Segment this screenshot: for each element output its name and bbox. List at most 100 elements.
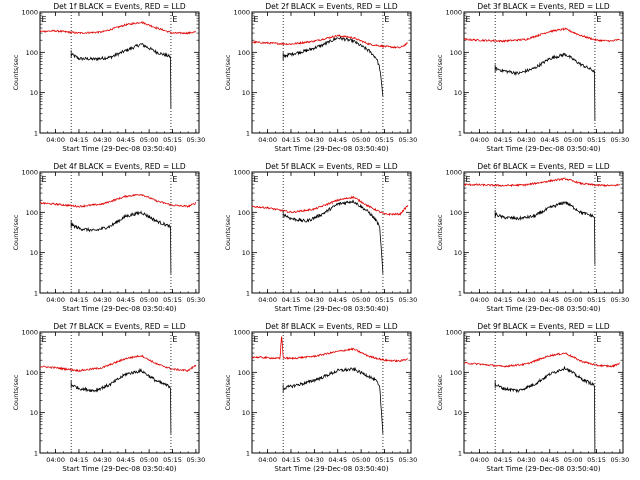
x-tick-label: 04:30	[93, 136, 112, 144]
panel-title: Det 6f BLACK = Events, RED = LLD	[477, 162, 610, 171]
y-tick-label: 10	[454, 249, 462, 257]
events-series-line	[283, 199, 384, 274]
boundary-marker-label: E	[253, 335, 258, 344]
x-tick-label: 04:45	[328, 456, 347, 464]
events-series-line	[494, 201, 596, 265]
y-tick-label: 1000	[233, 329, 250, 337]
x-tick-label: 04:45	[540, 456, 559, 464]
x-tick-label: 05:00	[140, 296, 159, 304]
y-tick-label: 100	[26, 369, 38, 377]
y-tick-label: 1	[246, 450, 250, 458]
y-axis-label: Counts/sec	[224, 214, 232, 250]
detector-panel-2: Det 2f BLACK = Events, RED = LLD 1 10 100 10…	[224, 2, 417, 153]
x-tick-label: 05:00	[352, 136, 371, 144]
x-tick-label: 05:30	[611, 136, 630, 144]
y-tick-label: 100	[26, 209, 38, 217]
x-tick-label: 05:00	[140, 456, 159, 464]
y-tick-label: 1000	[233, 9, 250, 17]
x-axis-label: Start Time (29-Dec-08 03:50:40)	[62, 305, 176, 313]
x-tick-label: 04:30	[93, 456, 112, 464]
detector-panel-9: Det 9f BLACK = Events, RED = LLD 1 10 100 10…	[436, 322, 629, 473]
x-tick-label: 05:00	[140, 136, 159, 144]
x-tick-label: 04:30	[517, 296, 536, 304]
y-tick-label: 100	[450, 369, 462, 377]
x-axis-label: Start Time (29-Dec-08 03:50:40)	[62, 465, 176, 473]
lld-series-line	[39, 20, 197, 35]
boundary-marker-label: E	[465, 15, 470, 24]
y-tick-label: 10	[454, 89, 462, 97]
y-tick-label: 1	[246, 130, 250, 138]
x-axis-label: Start Time (29-Dec-08 03:50:40)	[274, 465, 388, 473]
detector-panel-7: Det 7f BLACK = Events, RED = LLD 1 10 100 10…	[12, 322, 205, 473]
y-tick-label: 100	[238, 49, 250, 57]
lld-series-line	[463, 352, 620, 368]
y-axis-label: Counts/sec	[12, 54, 20, 90]
detector-panel-4: Det 4f BLACK = Events, RED = LLD 1 10 100 10…	[12, 162, 205, 313]
y-tick-label: 10	[242, 409, 250, 417]
x-tick-label: 05:00	[564, 136, 583, 144]
y-tick-label: 1000	[21, 329, 38, 337]
y-axis-label: Counts/sec	[12, 374, 20, 410]
x-tick-label: 05:00	[564, 456, 583, 464]
plot-frame	[463, 171, 624, 294]
plot-frame	[251, 171, 412, 294]
x-tick-label: 05:15	[587, 296, 606, 304]
detector-panel-8: Det 8f BLACK = Events, RED = LLD 1 10 100 10…	[224, 322, 417, 473]
x-tick-label: 05:15	[375, 296, 394, 304]
y-tick-label: 10	[30, 409, 38, 417]
boundary-marker-label: E	[41, 15, 46, 24]
x-tick-label: 04:00	[258, 136, 277, 144]
y-tick-label: 1000	[21, 169, 38, 177]
lld-series-line	[252, 34, 408, 49]
x-tick-label: 05:30	[187, 136, 206, 144]
boundary-marker-label: E	[172, 175, 177, 184]
y-tick-label: 1	[246, 290, 250, 298]
panel-title: Det 1f BLACK = Events, RED = LLD	[53, 2, 186, 11]
y-axis-label: Counts/sec	[436, 54, 444, 90]
y-tick-label: 1000	[445, 9, 462, 17]
x-tick-label: 04:45	[540, 296, 559, 304]
panel-title: Det 7f BLACK = Events, RED = LLD	[53, 322, 186, 331]
x-tick-label: 04:15	[494, 136, 513, 144]
lld-series-line	[463, 27, 621, 43]
detector-panel-6: Det 6f BLACK = Events, RED = LLD 1 10 100 10…	[436, 162, 629, 313]
y-tick-label: 1000	[21, 9, 38, 17]
x-tick-label: 05:30	[187, 456, 206, 464]
boundary-marker-label: E	[253, 175, 258, 184]
boundary-marker-label: E	[465, 175, 470, 184]
events-series-line	[282, 36, 384, 97]
x-tick-label: 05:30	[399, 456, 418, 464]
x-tick-label: 04:30	[517, 136, 536, 144]
detector-panel-3: Det 3f BLACK = Events, RED = LLD 1 10 100 10…	[436, 2, 629, 153]
lld-series-line	[463, 177, 621, 188]
boundary-marker-label: E	[253, 15, 258, 24]
plot-frame	[39, 11, 200, 134]
y-tick-label: 1	[34, 290, 38, 298]
y-tick-label: 1	[458, 130, 462, 138]
events-series-line	[70, 42, 172, 109]
x-tick-label: 04:00	[470, 136, 489, 144]
x-tick-label: 05:00	[564, 296, 583, 304]
x-tick-label: 05:30	[399, 296, 418, 304]
x-tick-label: 05:15	[587, 456, 606, 464]
plot-frame	[39, 171, 200, 294]
events-series-line	[283, 367, 384, 434]
lld-series-line	[251, 336, 409, 363]
events-series-line	[71, 368, 172, 434]
x-axis-label: Start Time (29-Dec-08 03:50:40)	[62, 145, 176, 153]
y-axis-label: Counts/sec	[224, 374, 232, 410]
x-tick-label: 04:30	[305, 456, 324, 464]
x-tick-label: 04:00	[46, 456, 65, 464]
y-tick-label: 100	[238, 209, 250, 217]
boundary-marker-label: E	[596, 15, 601, 24]
x-tick-label: 05:00	[352, 296, 371, 304]
plot-frame	[463, 11, 624, 134]
x-tick-label: 04:15	[282, 456, 301, 464]
x-tick-label: 04:00	[46, 136, 65, 144]
x-tick-label: 04:00	[46, 296, 65, 304]
panel-title: Det 4f BLACK = Events, RED = LLD	[53, 162, 186, 171]
x-tick-label: 05:15	[587, 136, 606, 144]
x-axis-label: Start Time (29-Dec-08 03:50:40)	[486, 305, 600, 313]
x-tick-label: 04:00	[258, 296, 277, 304]
